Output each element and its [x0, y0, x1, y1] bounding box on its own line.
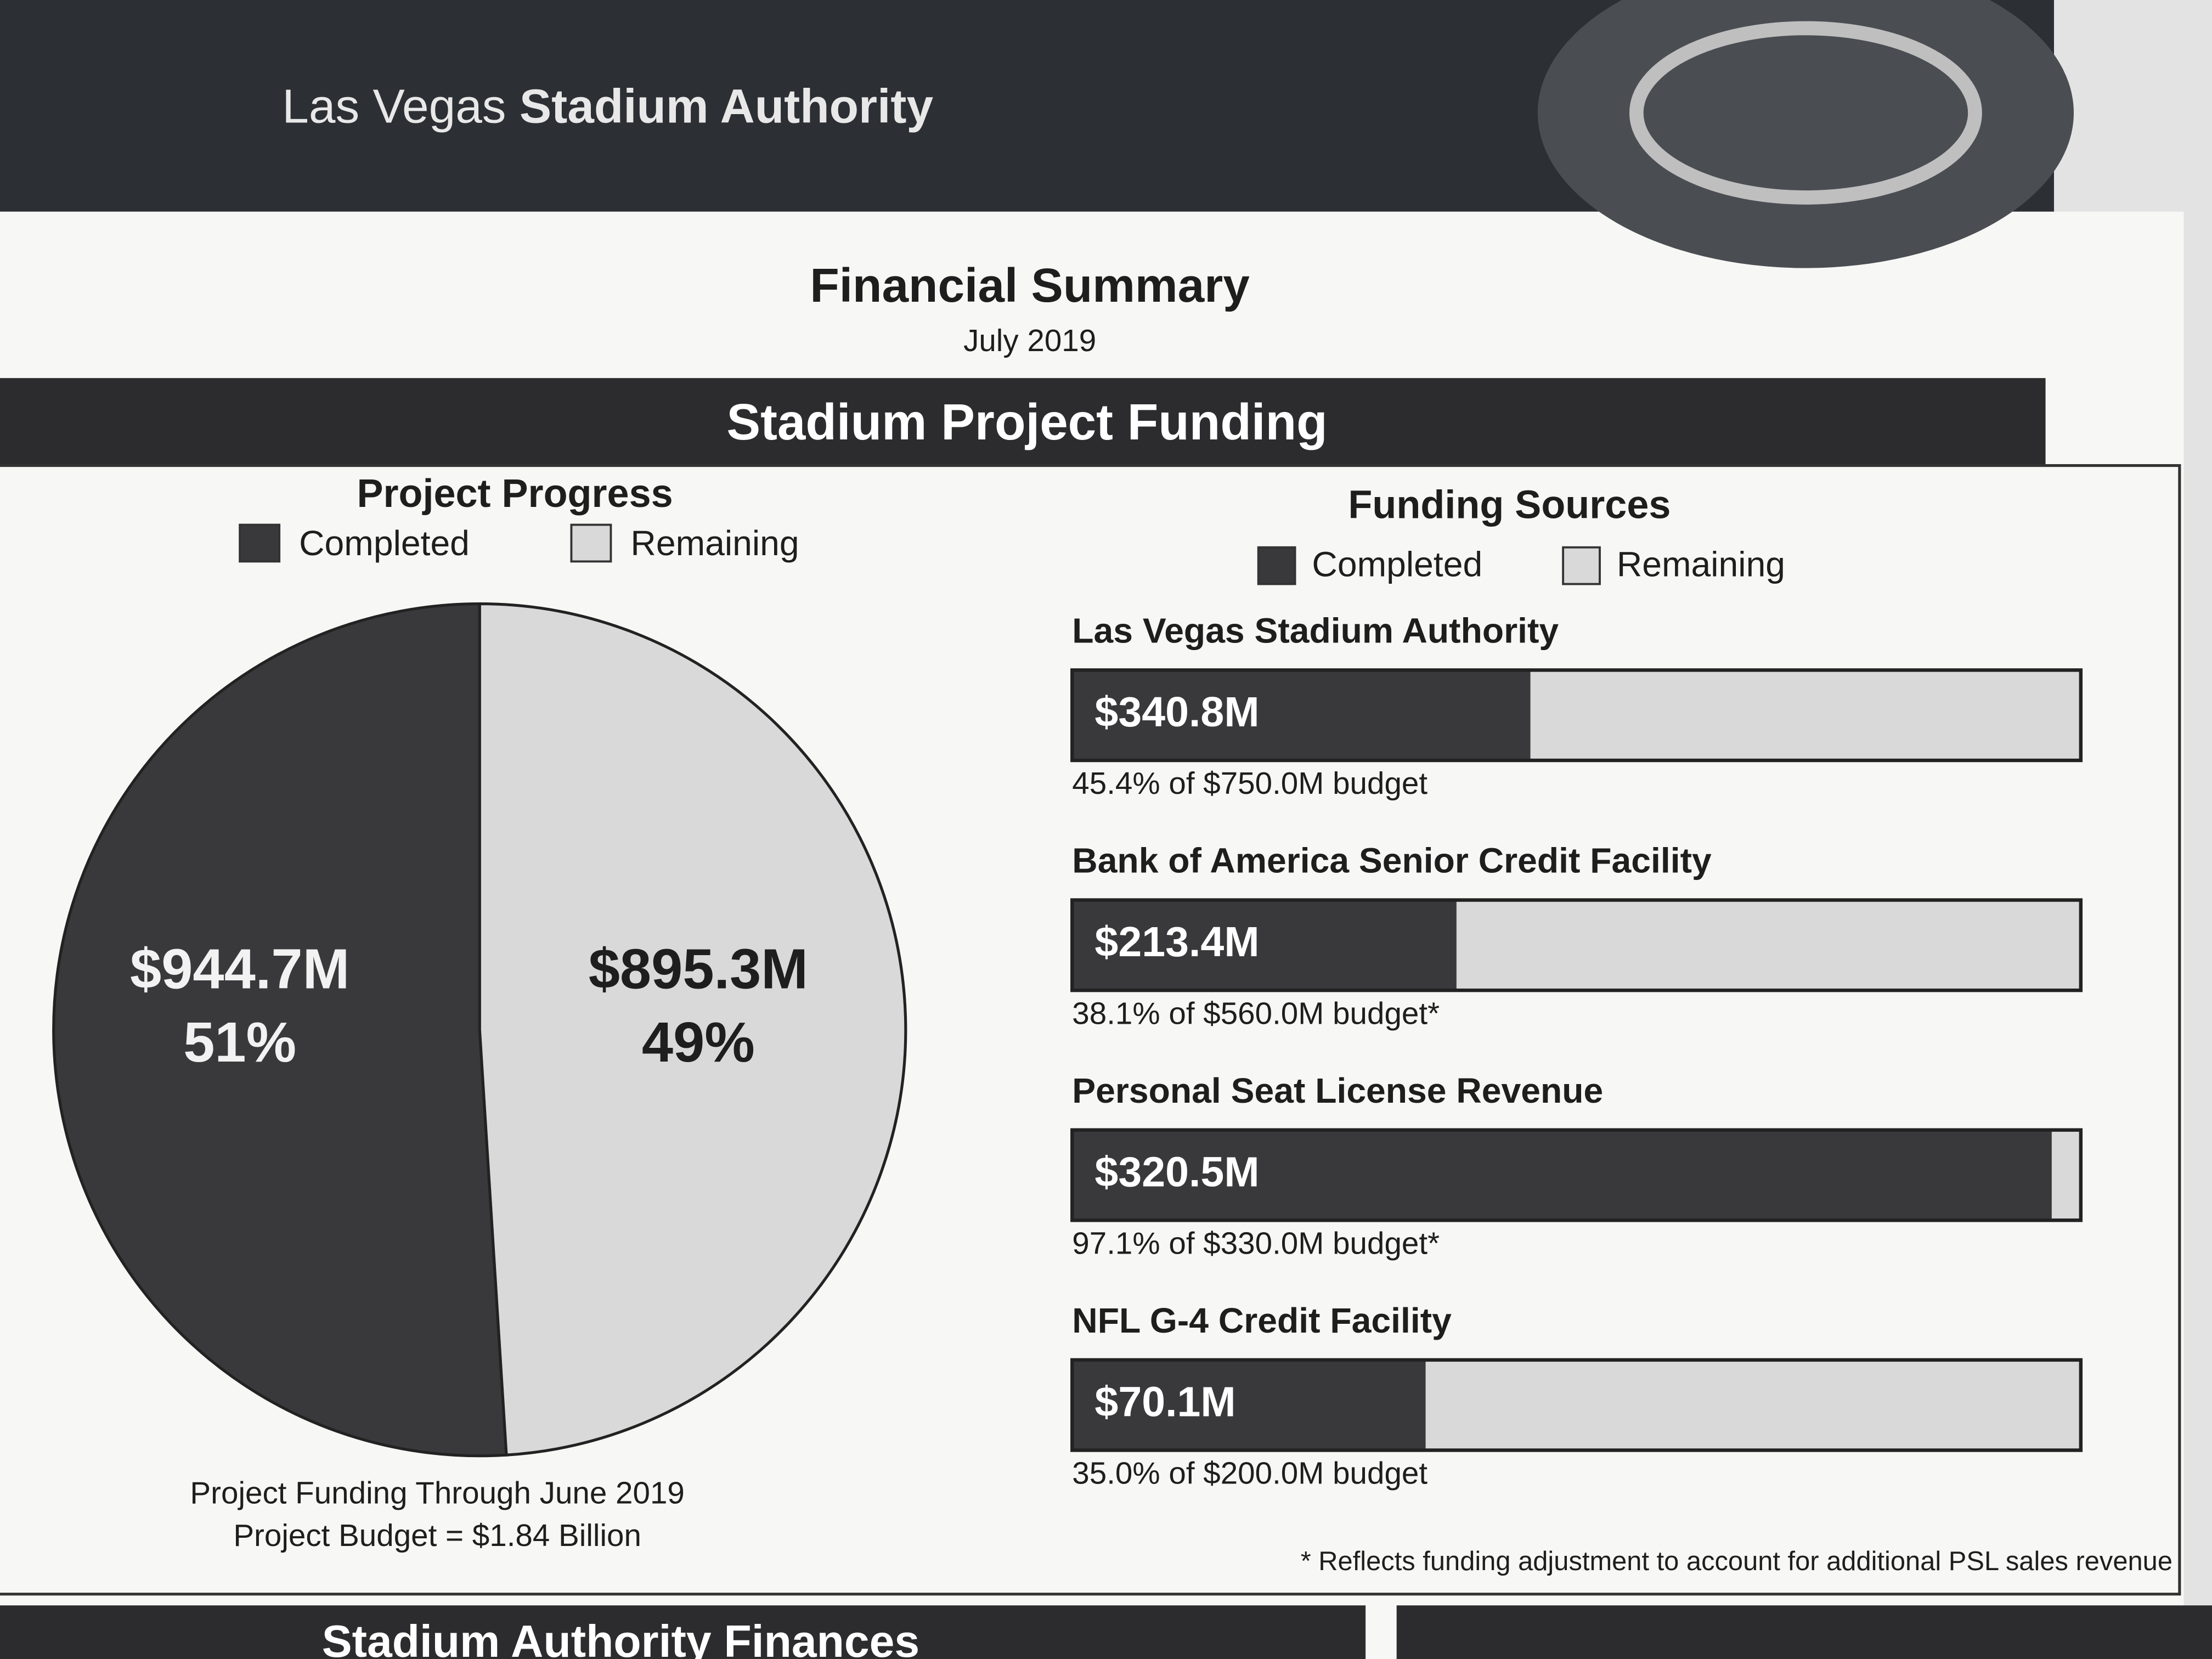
slice-amount-label: $944.7M	[130, 937, 349, 1000]
header-org: Las Vegas Stadium Authority	[282, 80, 933, 133]
bar-category-label: Personal Seat License Revenue	[1072, 1071, 1603, 1110]
bar-note: 35.0% of $200.0M budget	[1072, 1456, 1427, 1491]
slice-amount-label: $895.3M	[589, 937, 808, 1000]
next-section-band-right	[1396, 1605, 2212, 1659]
bar-segment	[1425, 1359, 2081, 1451]
slice-percent-label: 49%	[642, 1011, 755, 1074]
bar-note: 45.4% of $750.0M budget	[1072, 766, 1427, 800]
bar-segment	[1072, 1359, 1426, 1451]
slice-percent-label: 51%	[183, 1011, 296, 1074]
section-frame	[0, 464, 2181, 1596]
legend-label: Completed	[299, 523, 470, 563]
bar-category-label: Bank of America Senior Credit Facility	[1072, 841, 1712, 881]
bar-segment	[1530, 670, 2081, 760]
next-section-band	[0, 1605, 1366, 1659]
bar-category-label: NFL G-4 Credit Facility	[1072, 1301, 1452, 1340]
bar-value-label: $340.8M	[1094, 689, 1259, 736]
legend-label: Remaining	[630, 523, 799, 563]
bar-segment	[1072, 670, 1531, 760]
section-title: Stadium Project Funding	[726, 393, 1327, 450]
bar-chart-title: Funding Sources	[1348, 483, 1671, 527]
bar-note: 38.1% of $560.0M budget*	[1072, 996, 1440, 1030]
page-date: July 2019	[963, 323, 1096, 358]
bar-value-label: $70.1M	[1094, 1379, 1235, 1426]
pie-note: Project Budget = $1.84 Billion	[233, 1518, 641, 1553]
football-stripe	[1629, 21, 1982, 205]
legend-swatch	[239, 523, 281, 563]
pie-slice	[478, 602, 907, 1457]
legend-swatch	[570, 523, 612, 563]
legend-swatch	[1562, 546, 1601, 585]
bar-value-label: $213.4M	[1094, 918, 1259, 966]
header-org-bold: Stadium Authority	[520, 80, 934, 133]
bar-segment	[1072, 1130, 2052, 1221]
bar-segment	[1456, 900, 2081, 991]
footnote: * Reflects funding adjustment to account…	[1301, 1547, 2172, 1576]
legend-label: Completed	[1312, 545, 1482, 584]
bar-outline	[1070, 1128, 2083, 1222]
legend-swatch	[1257, 546, 1296, 585]
bar-category-label: Las Vegas Stadium Authority	[1072, 611, 1559, 651]
bar-value-label: $320.5M	[1094, 1148, 1259, 1195]
bar-outline	[1070, 898, 2083, 992]
bar-outline	[1070, 668, 2083, 763]
bar-segment	[2051, 1130, 2081, 1221]
section-band	[0, 378, 2046, 466]
pie-note: Project Funding Through June 2019	[190, 1476, 684, 1510]
bar-note: 97.1% of $330.0M budget*	[1072, 1226, 1440, 1261]
charts: Project Progress Completed Remaining $944.7…	[52, 472, 2172, 1576]
bar-segment	[1072, 900, 1457, 991]
page-title: Financial Summary	[810, 258, 1250, 312]
pie-slice	[52, 602, 508, 1458]
legend-label: Remaining	[1617, 545, 1785, 584]
bar-outline	[1070, 1358, 2083, 1452]
header-org-light: Las Vegas	[282, 80, 506, 133]
pie-title: Project Progress	[357, 472, 673, 516]
next-section-title: Stadium Authority Finances	[322, 1617, 919, 1659]
